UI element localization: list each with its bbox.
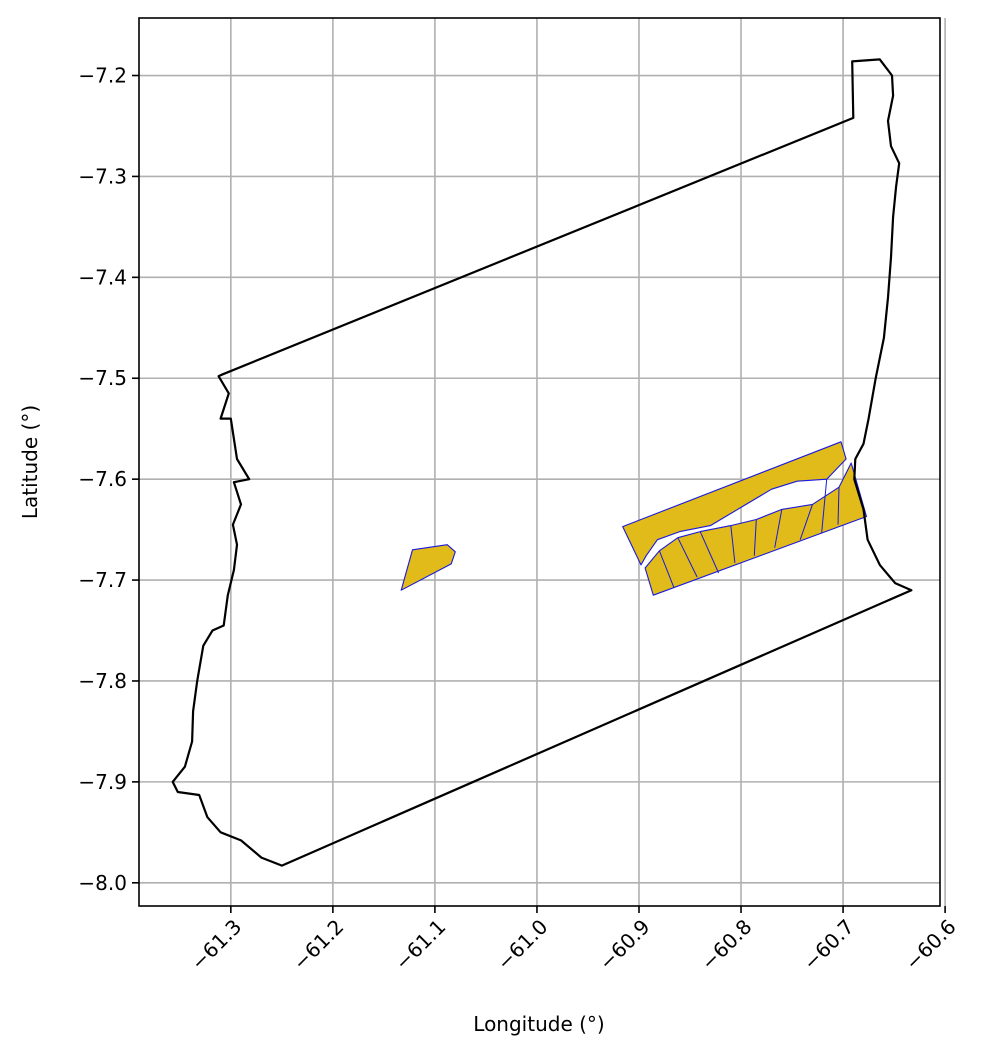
parcel-divider-3 <box>699 531 720 574</box>
x-tick-label: −60.9 <box>594 915 654 975</box>
y-axis-ticks: −7.2 −7.3 −7.4 −7.5 −7.6 −7.7 −7.8 −7.9 −8.0 <box>78 64 139 895</box>
plot-frame <box>138 17 941 907</box>
parcel-divider-5 <box>753 519 757 556</box>
y-axis-label: Latitude (°) <box>18 405 42 519</box>
parcel-divider-8 <box>821 479 828 534</box>
y-tick-label: −7.8 <box>78 669 127 693</box>
parcel-2 <box>622 441 847 566</box>
parcel-1 <box>400 544 456 591</box>
x-tick-label: −61.1 <box>390 915 450 975</box>
x-tick-label: −60.7 <box>798 915 858 975</box>
y-tick-label: −7.4 <box>78 265 127 289</box>
parcel-divider-4 <box>730 525 736 563</box>
parcel-divider-1 <box>658 550 675 588</box>
x-tick-label: −61.0 <box>492 915 552 975</box>
x-tick-label: −60.8 <box>696 915 756 975</box>
parcel-divider-7 <box>799 504 813 540</box>
y-tick-label: −7.5 <box>78 366 127 390</box>
x-tick-label: −61.2 <box>288 915 348 975</box>
y-tick-label: −7.6 <box>78 467 127 491</box>
y-tick-label: −7.2 <box>78 64 127 88</box>
y-tick-label: −7.3 <box>78 164 127 188</box>
parcel-divider-9 <box>837 487 840 525</box>
x-tick-label: −61.3 <box>186 915 246 975</box>
y-tick-label: −7.9 <box>78 770 127 794</box>
boundary-layer <box>171 58 913 867</box>
parcels-layer <box>400 441 868 596</box>
y-tick-label: −7.7 <box>78 568 127 592</box>
x-tick-label: −60.6 <box>900 915 960 975</box>
x-axis-ticks: −61.3 −61.2 −61.1 −61.0 −60.9 −60.8 −60.7 −60.6 <box>186 906 961 975</box>
parcel-divider-6 <box>774 509 783 548</box>
region-boundary <box>171 58 913 867</box>
x-axis-label: Longitude (°) <box>473 1012 604 1036</box>
parcel-divider-2 <box>677 537 698 578</box>
y-tick-label: −8.0 <box>78 871 127 895</box>
